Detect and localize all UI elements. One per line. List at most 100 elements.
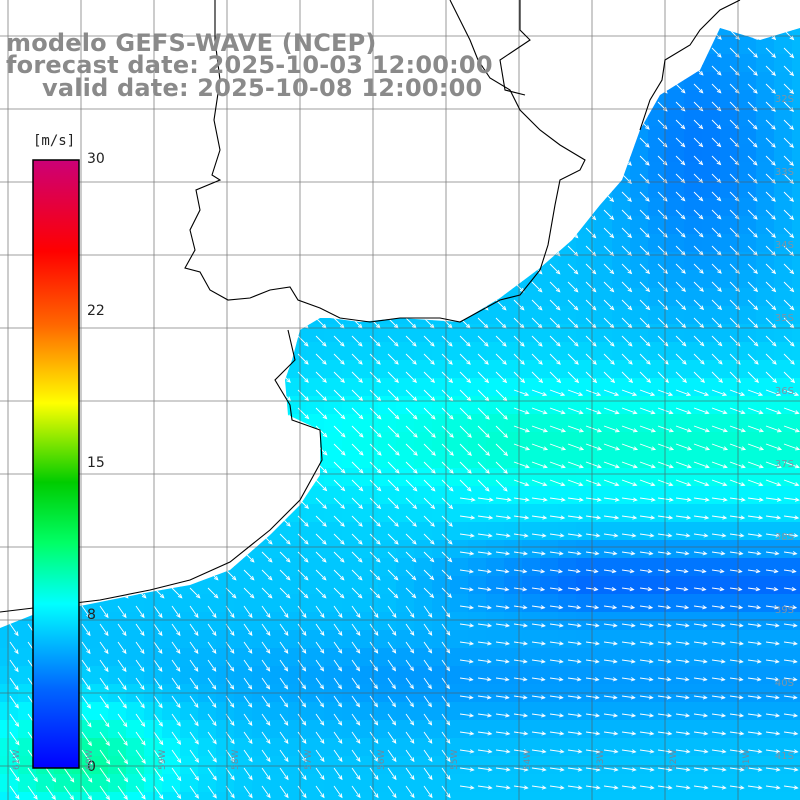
wind-arrow — [279, 317, 291, 329]
wind-arrow — [513, 785, 529, 790]
wind-arrow — [261, 335, 273, 347]
wind-arrow — [549, 209, 561, 221]
wind-arrow — [351, 209, 363, 221]
wind-arrow — [171, 749, 182, 764]
wind-arrow — [207, 587, 219, 599]
wind-arrow — [711, 785, 727, 790]
wind-arrow — [621, 209, 633, 221]
wind-arrow — [747, 47, 758, 58]
wind-arrow — [765, 389, 782, 397]
wind-arrow — [675, 389, 692, 397]
wind-arrow — [675, 65, 686, 76]
wind-arrow — [387, 569, 399, 581]
wind-arrow — [693, 767, 709, 772]
wind-arrow — [405, 497, 418, 510]
wind-arrow — [459, 731, 475, 736]
wind-arrow — [729, 749, 745, 754]
wind-arrow — [603, 29, 615, 41]
wind-arrow — [675, 551, 690, 556]
wind-arrow — [765, 623, 780, 628]
wind-arrow — [531, 677, 546, 682]
wind-arrow — [423, 281, 435, 293]
wind-arrow — [693, 317, 705, 329]
wind-arrow — [495, 461, 508, 474]
wind-arrow — [135, 677, 145, 691]
wind-arrow — [369, 695, 379, 708]
wind-arrow — [351, 533, 363, 545]
wind-arrow — [621, 101, 632, 112]
wind-arrow — [747, 353, 759, 365]
wind-arrow — [459, 407, 472, 420]
wind-arrow — [459, 263, 471, 275]
wind-arrow — [369, 263, 381, 275]
wind-arrow — [99, 767, 111, 783]
wind-arrow — [621, 47, 633, 59]
wind-arrow — [495, 425, 509, 439]
wind-arrow — [135, 155, 147, 167]
wind-arrow — [495, 515, 512, 520]
wind-arrow — [711, 497, 728, 502]
wind-arrow — [117, 515, 129, 527]
wind-arrow — [639, 731, 655, 736]
wind-arrow — [243, 119, 255, 131]
wind-arrow — [81, 317, 93, 329]
wind-arrow — [369, 281, 381, 293]
wind-arrow — [549, 659, 564, 664]
wind-arrow — [729, 785, 745, 790]
wind-arrow — [171, 353, 183, 365]
wind-arrow — [423, 767, 433, 781]
wind-arrow — [567, 461, 584, 469]
wind-arrow — [333, 191, 345, 203]
wind-arrow — [657, 623, 672, 628]
wind-arrow — [261, 353, 273, 365]
wind-arrow — [279, 677, 289, 690]
wind-arrow — [117, 155, 129, 167]
wind-arrow — [351, 137, 363, 149]
wind-arrow — [747, 371, 760, 384]
wind-arrow — [207, 749, 217, 763]
wind-arrow — [405, 641, 415, 654]
wind-arrow — [477, 659, 492, 664]
wind-arrow — [27, 101, 39, 113]
wind-arrow — [9, 299, 21, 311]
wind-arrow — [783, 551, 798, 556]
wind-arrow — [351, 263, 363, 275]
wind-arrow — [495, 623, 511, 628]
wind-arrow — [459, 443, 472, 456]
wind-arrow — [585, 263, 597, 275]
lat-label: 36S — [774, 386, 794, 397]
wind-arrow — [261, 695, 271, 708]
wind-arrow — [333, 497, 346, 510]
wind-arrow — [693, 443, 711, 451]
wind-arrow — [567, 569, 581, 574]
wind-arrow — [9, 587, 21, 599]
wind-arrow — [243, 641, 253, 654]
wind-arrow — [459, 101, 471, 113]
wind-arrow — [747, 155, 758, 166]
wind-arrow — [333, 335, 345, 347]
wind-arrow — [621, 767, 637, 772]
wind-arrow — [171, 677, 181, 690]
wind-arrow — [603, 263, 615, 275]
wind-arrow — [9, 425, 21, 437]
wind-arrow — [135, 713, 146, 728]
wind-arrow — [153, 389, 165, 401]
wind-arrow — [207, 533, 219, 545]
wind-arrow — [441, 137, 453, 149]
wind-arrow — [333, 137, 345, 149]
wind-arrow — [207, 407, 220, 420]
wind-arrow — [333, 425, 346, 438]
wind-arrow — [243, 281, 255, 293]
wind-arrow — [495, 659, 510, 664]
wind-arrow — [387, 353, 399, 365]
wind-arrow — [441, 281, 453, 293]
wind-arrow — [81, 425, 93, 437]
wind-arrow — [567, 209, 579, 221]
wind-arrow — [603, 155, 615, 167]
wind-arrow — [585, 767, 601, 772]
wind-arrow — [315, 749, 325, 763]
wind-arrow — [207, 551, 219, 563]
wind-arrow — [711, 677, 726, 682]
wind-arrow — [405, 281, 417, 293]
wind-arrow — [783, 407, 800, 415]
